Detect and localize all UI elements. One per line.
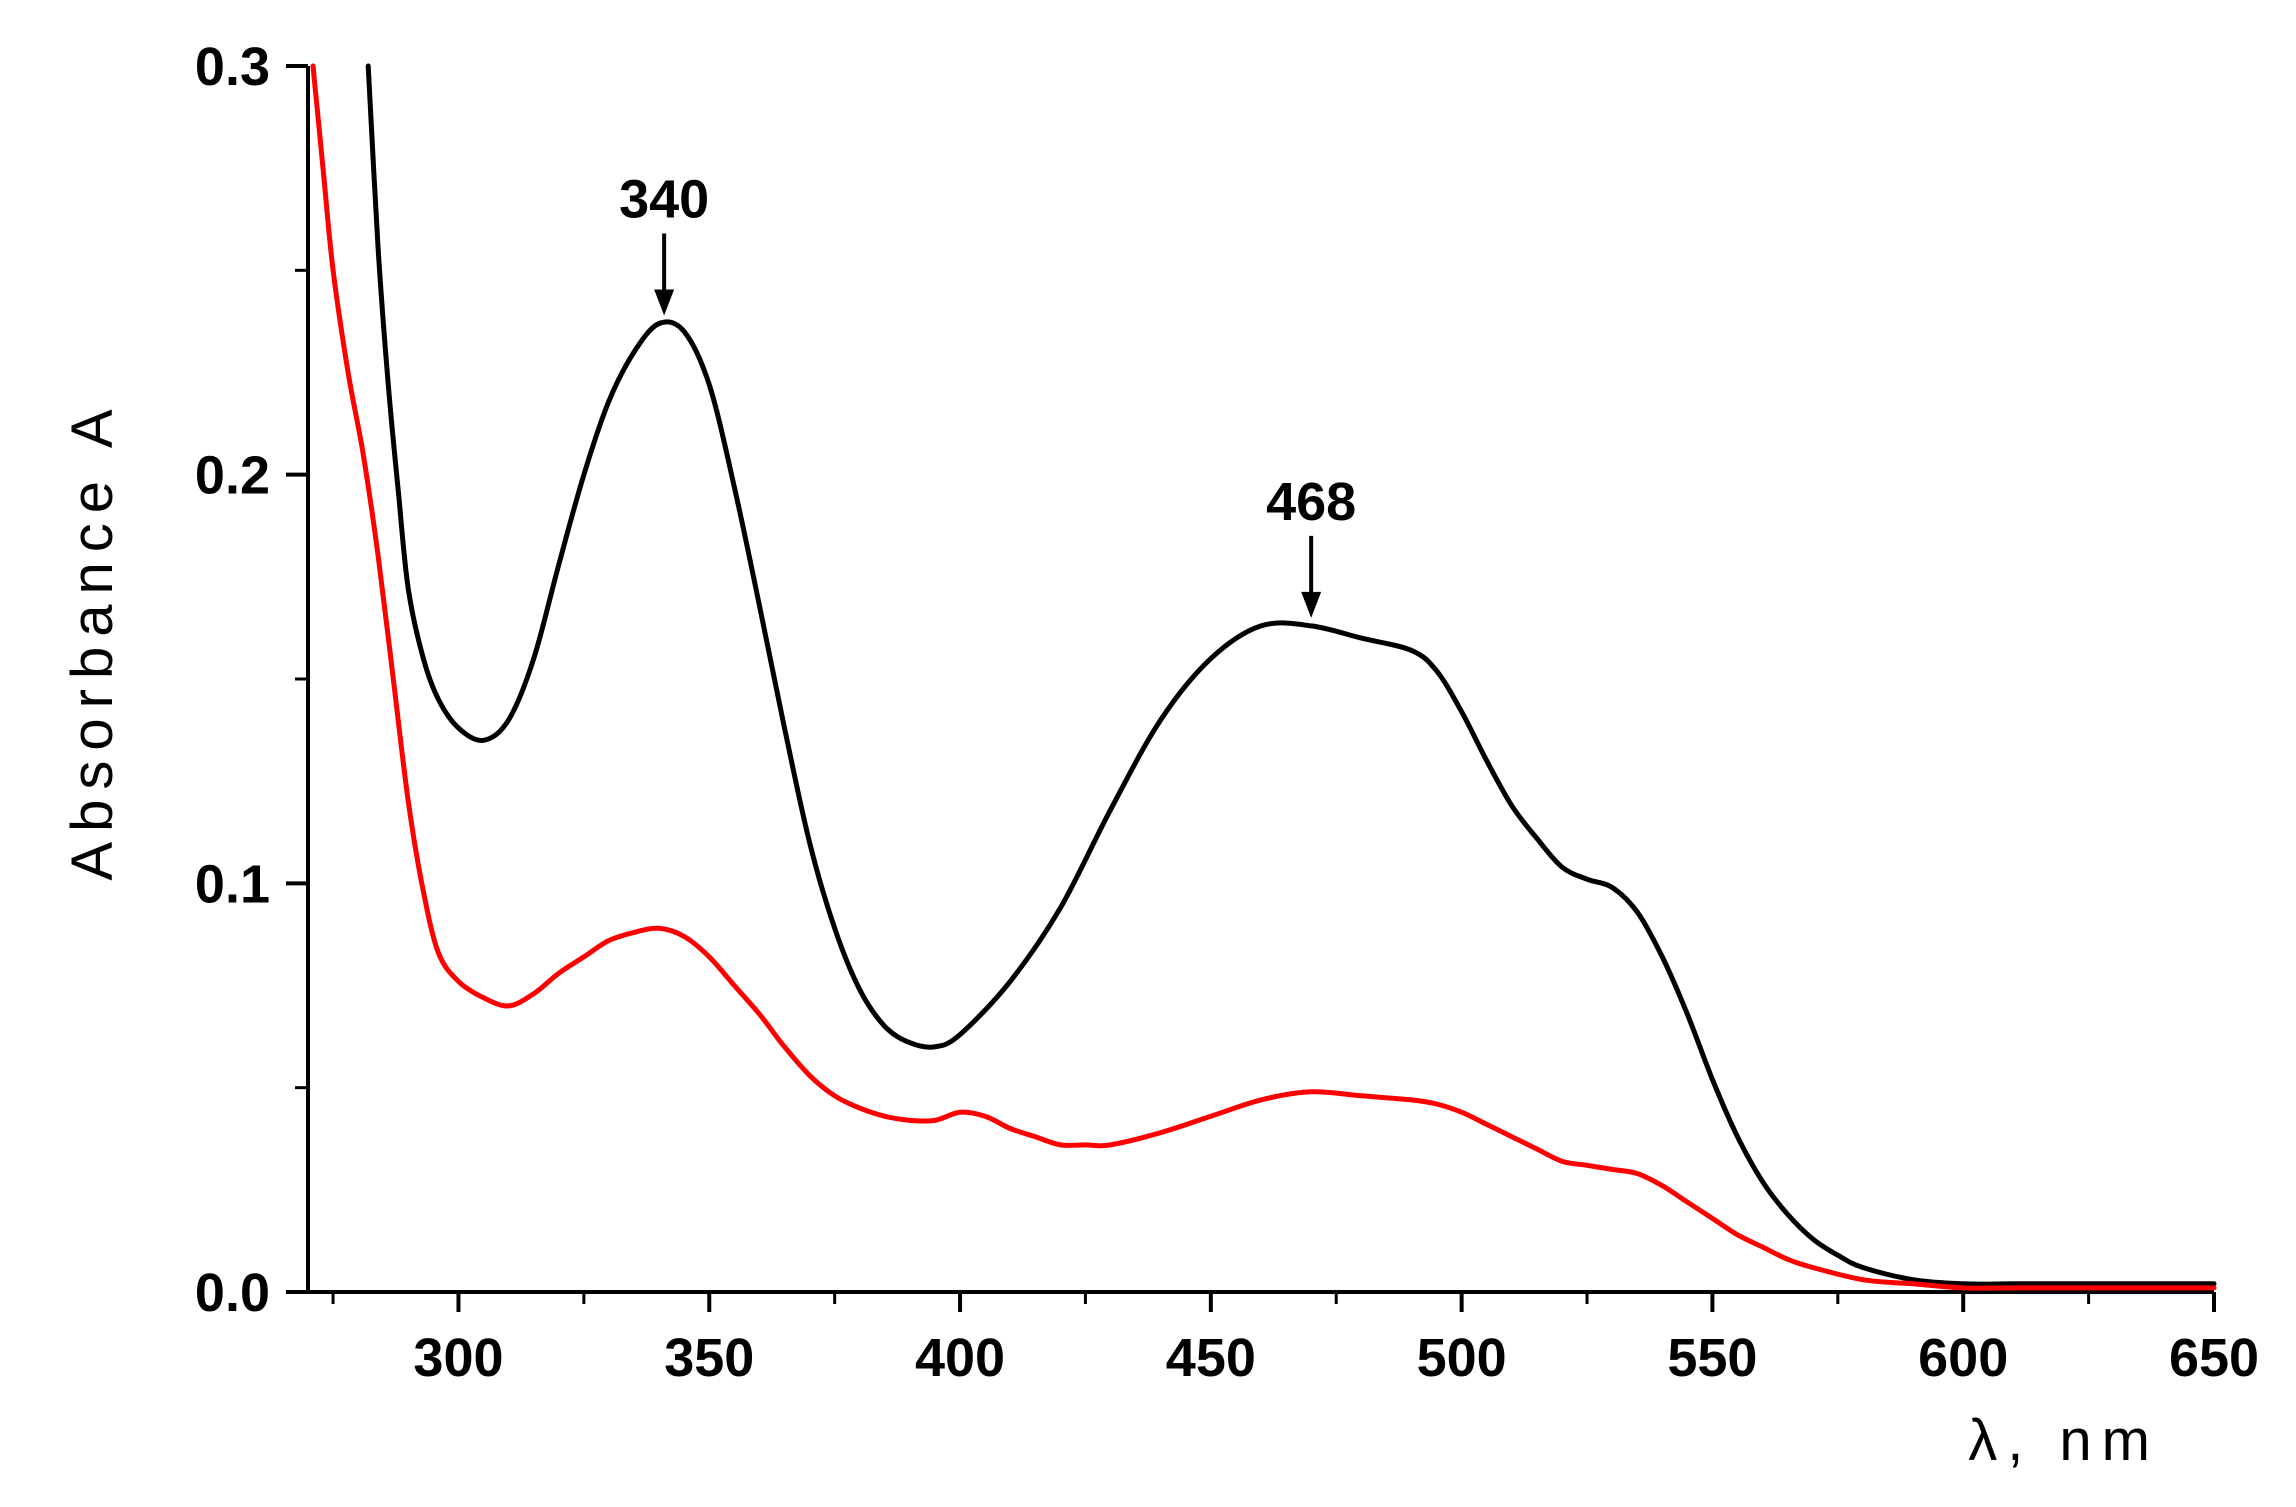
y-tick-label-0.1: 0.1 [195,854,270,914]
series-line-1 [365,63,2217,1287]
x-tick-label-350: 350 [664,1328,754,1388]
y-tick-label-0.3: 0.3 [195,37,270,97]
series-line-2 [310,63,2217,1291]
x-tick-label-400: 400 [915,1328,1005,1388]
axes-layer: 300 350 400 450 500 550 600 650 0.0 0.1 0.2 0.3 [195,37,2259,1388]
y-tick-label-0.2: 0.2 [195,446,270,506]
peak-label-340: 340 [619,169,709,229]
x-tick-label-650: 650 [2169,1328,2259,1388]
peak-label-468: 468 [1266,472,1356,532]
x-tick-label-500: 500 [1417,1328,1507,1388]
peak-arrow-head-340 [654,289,675,316]
x-tick-label-550: 550 [1667,1328,1757,1388]
annotation-layer: 340 468 [619,169,1356,618]
x-tick-label-450: 450 [1166,1328,1256,1388]
x-axis-title: λ, nm [1968,1408,2160,1473]
series-layer [310,63,2217,1291]
peak-arrow-head-468 [1301,591,1322,618]
x-tick-label-300: 300 [413,1328,503,1388]
x-tick-label-600: 600 [1918,1328,2008,1388]
y-axis-title: Absorbance A [60,399,125,880]
y-tick-label-0: 0.0 [195,1263,270,1323]
